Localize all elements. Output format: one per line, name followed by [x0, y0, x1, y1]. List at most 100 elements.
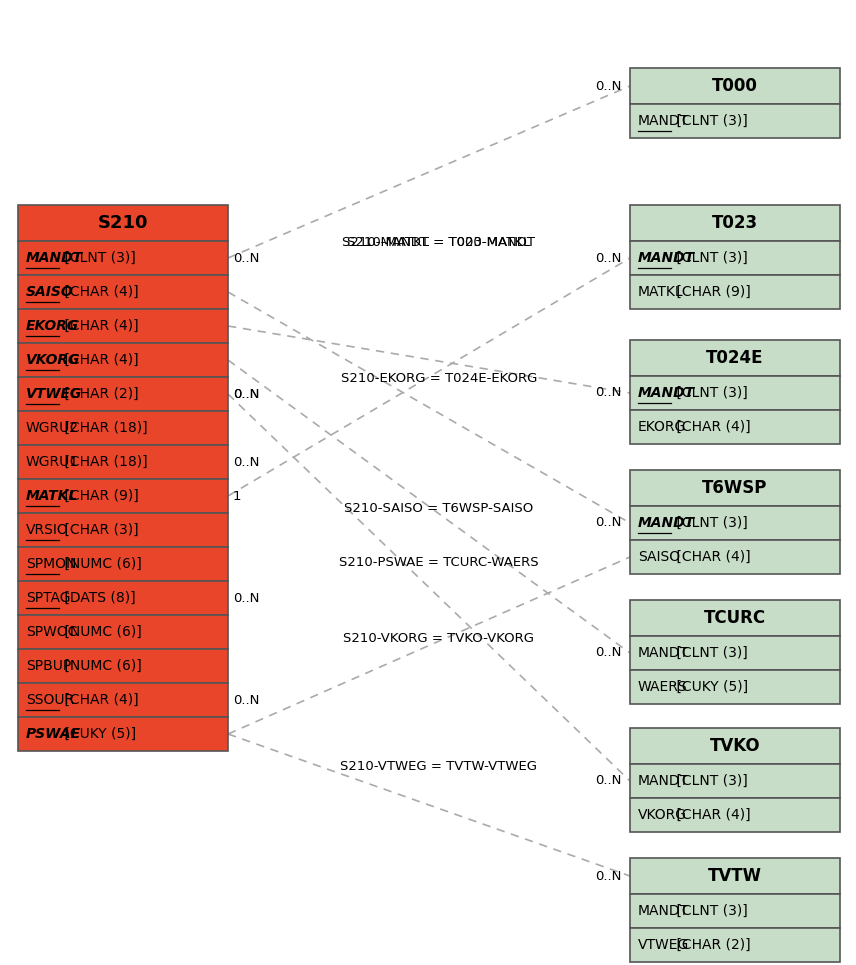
Text: TVTW: TVTW	[708, 867, 762, 885]
FancyBboxPatch shape	[18, 205, 228, 241]
Text: [DATS (8)]: [DATS (8)]	[60, 591, 135, 605]
Text: [CHAR (18)]: [CHAR (18)]	[60, 455, 147, 469]
Text: SAISO: SAISO	[26, 285, 74, 299]
Text: [NUMC (6)]: [NUMC (6)]	[60, 625, 142, 639]
FancyBboxPatch shape	[18, 683, 228, 717]
Text: [CHAR (4)]: [CHAR (4)]	[672, 420, 751, 434]
Text: SPMON: SPMON	[26, 557, 76, 571]
Text: MANDT: MANDT	[26, 251, 83, 265]
Text: 0..N: 0..N	[233, 694, 259, 706]
FancyBboxPatch shape	[630, 205, 840, 241]
FancyBboxPatch shape	[630, 410, 840, 444]
FancyBboxPatch shape	[18, 717, 228, 751]
FancyBboxPatch shape	[630, 340, 840, 376]
Text: [CHAR (9)]: [CHAR (9)]	[672, 285, 751, 299]
Text: MANDT: MANDT	[638, 516, 695, 530]
FancyBboxPatch shape	[630, 928, 840, 962]
Text: [CHAR (4)]: [CHAR (4)]	[672, 550, 751, 564]
Text: 0..N: 0..N	[233, 388, 259, 400]
Text: SPBUP: SPBUP	[26, 659, 71, 673]
FancyBboxPatch shape	[630, 506, 840, 540]
Text: [CHAR (4)]: [CHAR (4)]	[60, 319, 139, 333]
FancyBboxPatch shape	[18, 649, 228, 683]
Text: 0..N: 0..N	[596, 647, 622, 659]
Text: SPTAG: SPTAG	[26, 591, 70, 605]
Text: T000: T000	[712, 77, 758, 95]
FancyBboxPatch shape	[18, 241, 228, 275]
Text: [CLNT (3)]: [CLNT (3)]	[672, 646, 748, 660]
Text: [CLNT (3)]: [CLNT (3)]	[672, 114, 748, 128]
Text: MANDT: MANDT	[638, 904, 689, 918]
FancyBboxPatch shape	[18, 513, 228, 547]
Text: EKORG: EKORG	[26, 319, 79, 333]
Text: [CLNT (3)]: [CLNT (3)]	[672, 774, 748, 788]
FancyBboxPatch shape	[630, 798, 840, 832]
Text: SAISO: SAISO	[638, 550, 681, 564]
FancyBboxPatch shape	[18, 275, 228, 309]
Text: SSOUR: SSOUR	[26, 693, 74, 707]
Text: [CHAR (9)]: [CHAR (9)]	[60, 489, 139, 503]
Text: [CLNT (3)]: [CLNT (3)]	[672, 251, 748, 265]
FancyBboxPatch shape	[630, 764, 840, 798]
FancyBboxPatch shape	[630, 636, 840, 670]
Text: TVKO: TVKO	[710, 737, 760, 755]
FancyBboxPatch shape	[630, 894, 840, 928]
Text: WAERS: WAERS	[638, 680, 687, 694]
Text: S210-VTWEG = TVTW-VTWEG: S210-VTWEG = TVTW-VTWEG	[341, 759, 538, 773]
Text: 0..N: 0..N	[233, 455, 259, 468]
Text: MANDT: MANDT	[638, 386, 695, 400]
Text: S210-MATKL = T023-MATKL: S210-MATKL = T023-MATKL	[348, 236, 531, 250]
Text: [CHAR (4)]: [CHAR (4)]	[60, 285, 139, 299]
FancyBboxPatch shape	[630, 275, 840, 309]
Text: MANDT: MANDT	[638, 251, 695, 265]
FancyBboxPatch shape	[18, 615, 228, 649]
FancyBboxPatch shape	[630, 728, 840, 764]
FancyBboxPatch shape	[630, 858, 840, 894]
FancyBboxPatch shape	[630, 241, 840, 275]
Text: MATKL: MATKL	[26, 489, 78, 503]
FancyBboxPatch shape	[630, 670, 840, 704]
FancyBboxPatch shape	[18, 377, 228, 411]
Text: 0..N: 0..N	[596, 252, 622, 264]
Text: [CHAR (2)]: [CHAR (2)]	[60, 387, 139, 401]
FancyBboxPatch shape	[630, 104, 840, 138]
FancyBboxPatch shape	[18, 479, 228, 513]
Text: S210: S210	[98, 214, 148, 232]
FancyBboxPatch shape	[18, 411, 228, 445]
Text: T6WSP: T6WSP	[702, 479, 768, 497]
Text: 0..N: 0..N	[596, 775, 622, 787]
Text: S210-SAISO = T6WSP-SAISO: S210-SAISO = T6WSP-SAISO	[344, 502, 533, 514]
FancyBboxPatch shape	[630, 600, 840, 636]
Text: TCURC: TCURC	[704, 609, 766, 627]
Text: VKORG: VKORG	[638, 808, 687, 822]
Text: 0..N: 0..N	[233, 592, 259, 604]
FancyBboxPatch shape	[18, 309, 228, 343]
Text: [CHAR (3)]: [CHAR (3)]	[60, 523, 139, 537]
Text: VKORG: VKORG	[26, 353, 80, 367]
FancyBboxPatch shape	[18, 547, 228, 581]
FancyBboxPatch shape	[18, 445, 228, 479]
Text: 0..N: 0..N	[233, 388, 259, 400]
Text: 0..N: 0..N	[233, 252, 259, 264]
Text: [NUMC (6)]: [NUMC (6)]	[60, 557, 142, 571]
Text: [CUKY (5)]: [CUKY (5)]	[672, 680, 748, 694]
Text: 0..N: 0..N	[596, 516, 622, 530]
Text: T023: T023	[712, 214, 758, 232]
FancyBboxPatch shape	[630, 540, 840, 574]
Text: [CLNT (3)]: [CLNT (3)]	[672, 386, 748, 400]
Text: [CHAR (4)]: [CHAR (4)]	[672, 808, 751, 822]
Text: MATKL: MATKL	[638, 285, 684, 299]
Text: [CHAR (4)]: [CHAR (4)]	[60, 693, 139, 707]
FancyBboxPatch shape	[630, 470, 840, 506]
Text: T024E: T024E	[706, 349, 764, 367]
FancyBboxPatch shape	[18, 343, 228, 377]
Text: [CHAR (4)]: [CHAR (4)]	[60, 353, 139, 367]
Text: S210-MANDT = T000-MANDT: S210-MANDT = T000-MANDT	[342, 236, 536, 250]
Text: [CLNT (3)]: [CLNT (3)]	[672, 516, 748, 530]
FancyBboxPatch shape	[630, 376, 840, 410]
Text: PSWAE: PSWAE	[26, 727, 81, 741]
Text: 1: 1	[233, 489, 241, 503]
Text: [CLNT (3)]: [CLNT (3)]	[60, 251, 136, 265]
Text: MANDT: MANDT	[638, 114, 689, 128]
Text: [CHAR (2)]: [CHAR (2)]	[672, 938, 751, 952]
